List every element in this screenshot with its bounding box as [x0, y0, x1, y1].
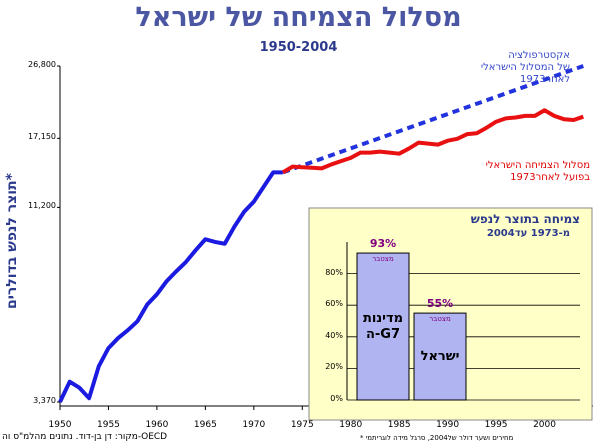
inset-subtitle: מ-1973 עד2004 — [486, 228, 570, 239]
x-tick-label: 1965 — [193, 420, 217, 430]
extrapolation-label-line: של המסלול הישראלי — [480, 62, 570, 73]
x-tick-label: 1950 — [48, 420, 72, 430]
actual-label-line: מסלול הצמיחה הישראלי — [485, 160, 590, 171]
x-tick-label: 1970 — [242, 420, 266, 430]
inset-y-tick-label: 60% — [325, 299, 343, 309]
inset-bar-name: ישראל — [410, 349, 470, 365]
x-tick-label: 1985 — [387, 420, 411, 430]
actual-label-line: בפועל לאחר1973 — [510, 172, 590, 183]
inset-bar — [356, 252, 410, 401]
extrapolation-label: אקסטרפולציה של המסלול הישראלי לאחר1973 — [420, 50, 570, 86]
inset-bar-tag: מצטבר — [372, 255, 394, 264]
x-tick-label: 1990 — [436, 420, 460, 430]
inset-bar-name-line: ה-G7 — [365, 326, 401, 342]
inset-bar-value-label: 55% — [426, 297, 454, 311]
x-tick-label: 1980 — [339, 420, 363, 430]
chart-title: מסלול הצמיחה של ישראל — [135, 2, 462, 33]
y-tick-label: 3,370 — [33, 396, 56, 405]
y-tick-label: 26,800 — [28, 60, 56, 69]
inset-y-tick-label: 0% — [330, 394, 343, 403]
series-israel_pre1973 — [58, 170, 283, 403]
x-tick-label: 1995 — [484, 420, 508, 430]
y-tick-label: 17,150 — [28, 132, 56, 142]
inset-y-tick-label: 40% — [325, 330, 343, 340]
actual-path-label: מסלול הצמיחה הישראלי בפועל לאחר1973 — [440, 160, 590, 184]
inset-bar-value-label: 93% — [369, 237, 397, 251]
extrapolation-label-line: אקסטרפולציה — [508, 50, 570, 61]
inset-bar-name-line: מדינות — [362, 310, 404, 326]
x-tick-label: 2000 — [533, 420, 556, 430]
inset-bar-name-line: ישראל — [420, 348, 460, 364]
inset-y-tick-label: 20% — [325, 362, 343, 372]
inset-bar-name: מדינות ה-G7 — [353, 311, 413, 343]
series-extrapolation — [282, 64, 584, 175]
extrapolation-label-line: לאחר1973 — [520, 74, 570, 85]
series-actual_post1973 — [281, 108, 584, 175]
source-note: מקור: דן בן-דוד. נתונים מהלמ"ס וה-OECD — [2, 432, 168, 442]
inset-bar-tag: מצטבר — [429, 315, 451, 324]
inset-bar — [413, 312, 467, 401]
y-tick-label: 11,200 — [28, 201, 56, 211]
footnote: * מחירים ושער דולר של2004, סרגל מידה לוג… — [360, 434, 514, 442]
inset-title: צמיחה בתוצר לנפש — [470, 212, 580, 226]
inset-y-tick-label: 80% — [325, 267, 343, 277]
x-tick-label: 1975 — [290, 420, 314, 430]
x-tick-label: 1955 — [97, 420, 120, 430]
x-tick-label: 1960 — [145, 420, 169, 430]
chart-subtitle: 1950-2004 — [259, 40, 338, 55]
